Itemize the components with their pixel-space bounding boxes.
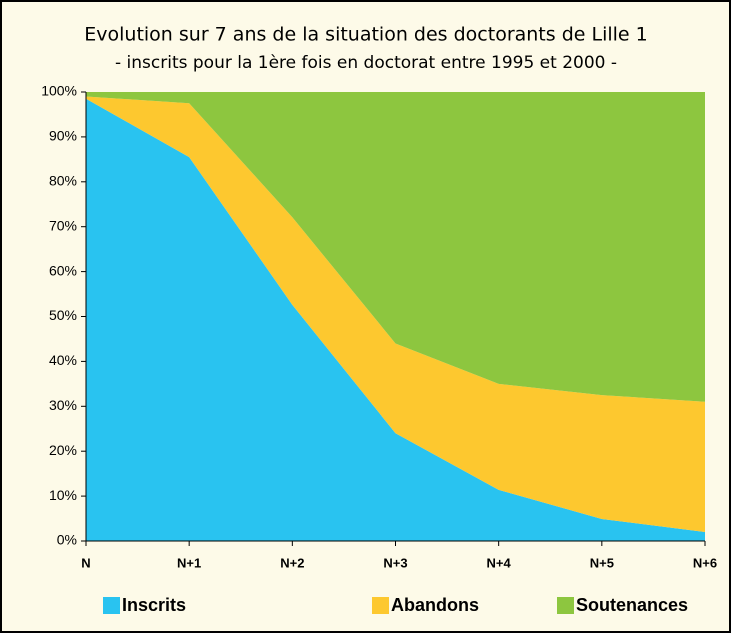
x-tick-label: N: [81, 555, 90, 570]
x-tick-label: N+5: [590, 555, 614, 570]
x-tick-label: N+6: [693, 555, 717, 570]
legend-swatch: [372, 597, 389, 614]
legend-label: Inscrits: [122, 595, 186, 615]
legend-label: Abandons: [391, 595, 479, 615]
chart-title: Evolution sur 7 ans de la situation des …: [84, 24, 647, 46]
y-tick-label: 50%: [49, 307, 77, 323]
x-tick-label: N+4: [487, 555, 512, 570]
x-tick-label: N+1: [177, 555, 201, 570]
y-tick-label: 90%: [49, 128, 77, 144]
legend-swatch: [103, 597, 120, 614]
y-tick-label: 30%: [49, 397, 77, 413]
area: [86, 92, 705, 402]
y-tick-label: 20%: [49, 442, 77, 458]
y-tick-label: 0%: [57, 532, 77, 548]
y-tick-label: 100%: [41, 83, 77, 99]
y-tick-label: 80%: [49, 173, 77, 189]
area: [86, 98, 705, 542]
y-tick-label: 70%: [49, 217, 77, 233]
legend-swatch: [557, 597, 574, 614]
y-tick-label: 60%: [49, 262, 77, 278]
y-tick-label: 10%: [49, 487, 77, 503]
area: [86, 96, 705, 533]
y-tick-label: 40%: [49, 352, 77, 368]
legend-label: Soutenances: [576, 595, 688, 615]
x-tick-label: N+3: [383, 555, 407, 570]
x-tick-label: N+2: [280, 555, 304, 570]
chart-subtitle: - inscrits pour la 1ère fois en doctorat…: [115, 53, 617, 73]
